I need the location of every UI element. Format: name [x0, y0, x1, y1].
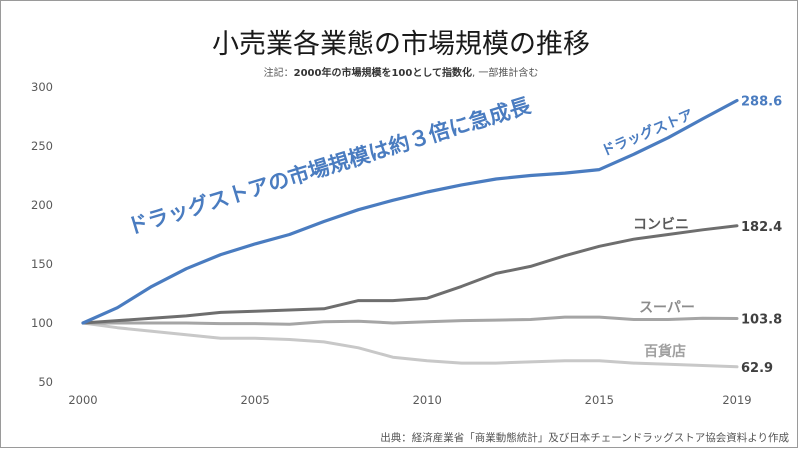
series-line — [81, 321, 739, 369]
subtitle-suffix: , 一部推計含む — [472, 66, 538, 79]
y-tick-label: 200 — [31, 198, 53, 212]
subtitle-emphasis: 2000年の市場規模を100として指数化 — [294, 66, 472, 79]
series-line — [81, 224, 739, 325]
series-label-supermarket: スーパー — [639, 300, 695, 316]
series-line — [81, 98, 739, 325]
series-end-value-label: 103.8 — [741, 313, 782, 328]
y-tick-label: 100 — [31, 316, 53, 330]
series-line — [81, 315, 739, 326]
chart-subtitle: 注記：2000年の市場規模を100として指数化, 一部推計含む — [264, 66, 539, 79]
subtitle-prefix: 注記： — [264, 66, 294, 79]
y-axis-ticks: 300 250 200 150 100 50 — [31, 80, 53, 389]
x-tick-label: 2005 — [240, 393, 269, 407]
x-tick-label: 2010 — [413, 393, 442, 407]
series-end-value-label: 288.6 — [741, 94, 782, 109]
series-label-cvs: コンビニ — [633, 217, 689, 233]
x-tick-label: 2019 — [722, 393, 751, 407]
series-label-drugstore: ドラッグストア — [599, 106, 696, 160]
y-tick-label: 150 — [31, 257, 53, 271]
source-note: 出典：経済産業省「商業動態統計」及び日本チェーンドラッグストア協会資料より作成 — [380, 431, 789, 444]
series-label-department-store: 百貨店 — [644, 343, 686, 360]
x-tick-label: 2015 — [585, 393, 614, 407]
y-tick-label: 250 — [31, 139, 53, 153]
chart-title: 小売業各業態の市場規模の推移 — [212, 29, 590, 60]
y-tick-label: 300 — [31, 80, 53, 94]
x-axis-ticks: 2000 2005 2010 2015 2019 — [68, 393, 751, 407]
series-lines — [81, 98, 739, 369]
y-tick-label: 50 — [38, 375, 53, 389]
series-end-value-label: 182.4 — [741, 220, 782, 235]
end-value-labels: 288.6 182.4 103.8 62.9 — [741, 94, 782, 375]
x-tick-label: 2000 — [68, 393, 97, 407]
series-end-value-label: 62.9 — [741, 361, 773, 376]
headline-annotation: ドラッグストアの市場規模は約３倍に急成長 — [125, 93, 535, 239]
